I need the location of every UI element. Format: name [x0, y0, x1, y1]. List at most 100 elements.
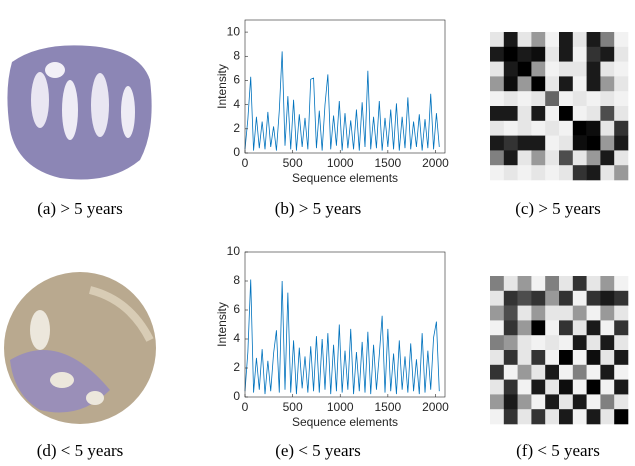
figure: (a) > 5 years(b) > 5 years(c) > 5 years(… — [0, 0, 635, 466]
cell — [504, 306, 518, 321]
cell — [614, 335, 628, 350]
cell — [518, 350, 532, 365]
cell — [545, 306, 559, 321]
cell — [600, 380, 614, 395]
cell — [490, 121, 504, 136]
cell — [545, 62, 559, 77]
cell — [531, 409, 545, 424]
cell — [559, 350, 573, 365]
cell — [573, 62, 587, 77]
cell — [573, 47, 587, 62]
cell — [614, 276, 628, 291]
cell — [504, 276, 518, 291]
cell — [600, 136, 614, 151]
cell — [614, 291, 628, 306]
cell — [587, 394, 601, 409]
y-tick-label: 8 — [233, 48, 240, 62]
x-tick-label: 500 — [283, 400, 303, 414]
cell — [504, 136, 518, 151]
cell — [490, 32, 504, 47]
cell — [600, 365, 614, 380]
cell — [504, 32, 518, 47]
x-tick-label: 1000 — [327, 400, 354, 414]
cell — [531, 47, 545, 62]
cell — [573, 409, 587, 424]
cell — [518, 47, 532, 62]
y-tick-label: 6 — [233, 302, 240, 316]
cell — [587, 150, 601, 165]
cell — [504, 350, 518, 365]
cell — [504, 394, 518, 409]
cell — [518, 320, 532, 335]
cell — [518, 394, 532, 409]
cell — [518, 91, 532, 106]
caption: (e) < 5 years — [275, 441, 361, 460]
cell — [600, 91, 614, 106]
cell — [504, 165, 518, 180]
cell — [559, 306, 573, 321]
cell — [559, 291, 573, 306]
cell — [600, 276, 614, 291]
cell — [490, 291, 504, 306]
cell — [600, 320, 614, 335]
cell — [504, 335, 518, 350]
cell — [490, 136, 504, 151]
cell — [490, 409, 504, 424]
cell — [545, 121, 559, 136]
x-tick-label: 2000 — [422, 400, 449, 414]
cell — [490, 335, 504, 350]
cell — [559, 62, 573, 77]
cell — [600, 165, 614, 180]
cell — [614, 409, 628, 424]
cell — [587, 121, 601, 136]
cell — [518, 62, 532, 77]
cell — [490, 350, 504, 365]
cell — [587, 106, 601, 121]
cell — [559, 106, 573, 121]
cell — [545, 335, 559, 350]
cell — [600, 306, 614, 321]
cell — [504, 76, 518, 91]
cell — [545, 291, 559, 306]
cell — [518, 106, 532, 121]
cell — [531, 136, 545, 151]
cell — [518, 136, 532, 151]
cell — [587, 365, 601, 380]
cell — [545, 106, 559, 121]
cell — [587, 47, 601, 62]
tissue-image-a — [7, 45, 151, 179]
cell — [600, 76, 614, 91]
cell — [490, 394, 504, 409]
cell — [490, 62, 504, 77]
cell — [614, 320, 628, 335]
line — [245, 51, 439, 150]
cell — [573, 121, 587, 136]
cell — [587, 291, 601, 306]
cell — [614, 32, 628, 47]
cell — [490, 150, 504, 165]
cell — [600, 106, 614, 121]
cell — [559, 380, 573, 395]
cell — [490, 380, 504, 395]
cell — [573, 276, 587, 291]
cell — [587, 32, 601, 47]
cell — [504, 409, 518, 424]
cell — [600, 350, 614, 365]
cell — [545, 394, 559, 409]
cell — [531, 276, 545, 291]
cell — [490, 320, 504, 335]
cell — [531, 165, 545, 180]
caption: (f) < 5 years — [516, 441, 600, 460]
y-tick-label: 2 — [233, 360, 240, 374]
cell — [559, 409, 573, 424]
cell — [518, 291, 532, 306]
cell — [600, 47, 614, 62]
x-axis-label: Sequence elements — [292, 415, 398, 429]
cell — [559, 91, 573, 106]
y-tick-label: 10 — [227, 24, 241, 38]
cell — [614, 365, 628, 380]
cell — [545, 276, 559, 291]
cell — [614, 306, 628, 321]
cell — [587, 76, 601, 91]
cell — [490, 365, 504, 380]
